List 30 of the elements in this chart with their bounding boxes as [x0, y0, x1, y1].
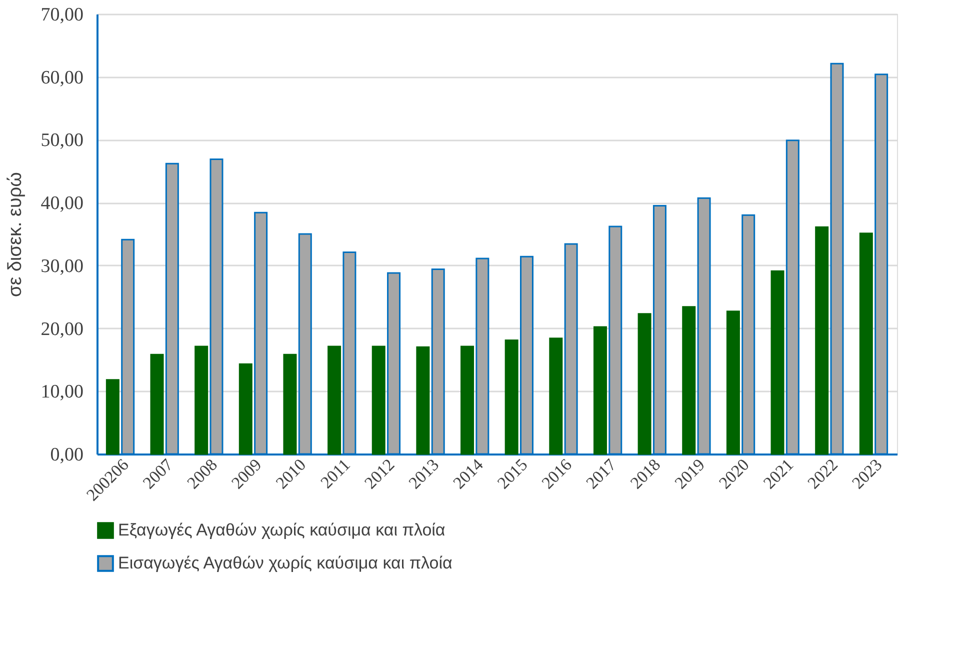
y-tick-label: 60,00 [40, 67, 84, 88]
bar [726, 310, 740, 455]
y-tick-label: 10,00 [40, 382, 84, 403]
y-tick-label: 50,00 [40, 130, 84, 152]
bar [549, 338, 563, 455]
bar [416, 346, 430, 455]
bar [815, 226, 829, 455]
legend-label: Εισαγωγές Αγαθών χωρίς καύσιμα και πλοία [118, 554, 453, 572]
bar [770, 270, 784, 455]
bar [593, 326, 607, 455]
y-tick-label: 30,00 [40, 256, 84, 277]
y-tick-label: 70,00 [40, 4, 84, 26]
bar [328, 346, 342, 455]
x-tick-label: 2011 [316, 455, 354, 492]
legend-label: Εξαγωγές Αγαθών χωρίς καύσιμα και πλοία [118, 520, 446, 540]
bar [150, 354, 164, 455]
y-tick-label: 40,00 [40, 193, 84, 214]
bar [460, 346, 474, 455]
y-tick-label: 0,00 [50, 444, 84, 466]
bar [194, 346, 208, 455]
bar [859, 232, 873, 455]
bar [238, 363, 252, 455]
bar [283, 354, 297, 455]
bar [504, 339, 518, 455]
y-axis-title: σε δισεκ. ευρώ [4, 172, 26, 298]
bar [372, 346, 386, 455]
bar [682, 306, 696, 455]
bar [638, 313, 652, 455]
y-tick-label: 20,00 [40, 318, 84, 340]
bar [106, 379, 120, 455]
